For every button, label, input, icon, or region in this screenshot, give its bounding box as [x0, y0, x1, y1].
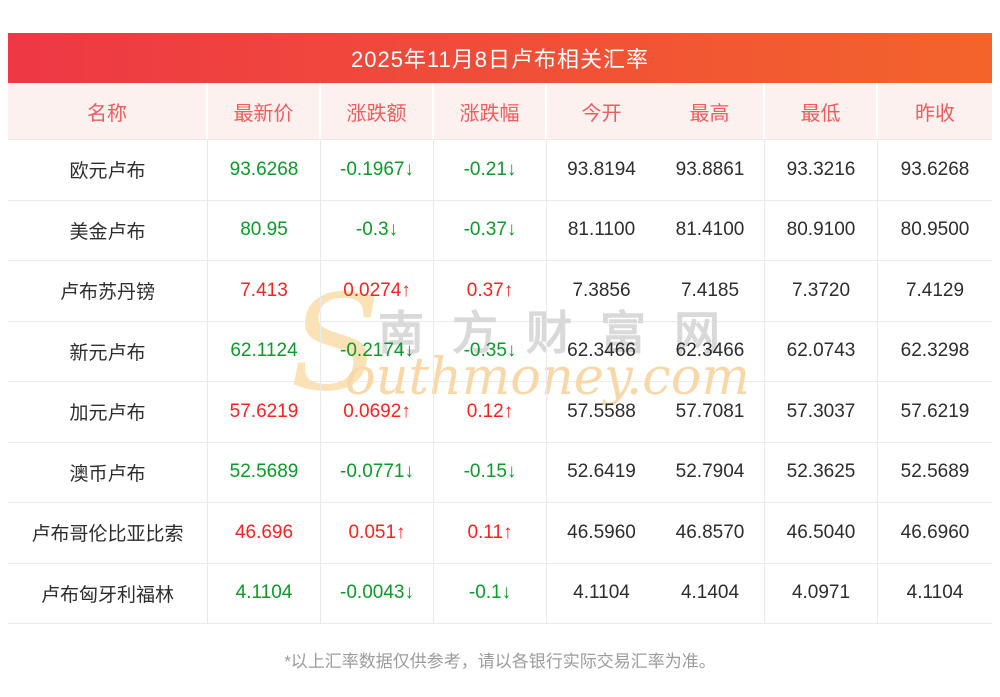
table-row: 美金卢布 80.95 -0.3↓ -0.37↓ 81.1100 81.4100 80.910…	[8, 200, 992, 261]
cell-open: 7.3856	[572, 279, 631, 301]
cell-open: 81.1100	[567, 219, 636, 241]
disclaimer-footnote: *以上汇率数据仅供参考，请以各银行实际交易汇率为准。	[284, 652, 716, 671]
cell-open: 93.8194	[567, 158, 636, 180]
table-row: 澳币卢布 52.5689 -0.0771↓ -0.15↓ 52.6419 52.7904 5…	[8, 442, 992, 503]
cell-change: -0.3↓	[321, 200, 434, 260]
table-row: 新元卢布 62.1124 -0.2174↓ -0.35↓ 62.3466 62.3466 6…	[8, 321, 992, 382]
cell-open: 52.6419	[567, 461, 636, 483]
column-header-change-amount: 涨跌额	[321, 83, 434, 139]
cell-change: -0.2174↓	[321, 321, 434, 381]
cell-change: 0.051↑	[321, 503, 434, 563]
cell-prev-close: 57.6219	[900, 400, 970, 422]
cell-change-pct: 0.12↑	[434, 382, 547, 442]
cell-name: 卢布匈牙利福林	[8, 563, 208, 623]
table-row: 卢布匈牙利福林 4.1104 -0.0043↓ -0.1↓ 4.1104 4.1404 4.…	[8, 563, 992, 624]
cell-low: 4.0971	[765, 563, 878, 623]
cell-low: 93.3216	[765, 140, 878, 200]
cell-high: 4.1404	[656, 563, 765, 623]
cell-change-pct: -0.21↓	[434, 140, 547, 200]
cell-open: 4.1104	[573, 582, 630, 604]
cell-high: 57.7081	[656, 382, 765, 442]
cell-low: 62.0743	[765, 321, 878, 381]
cell-high: 93.8861	[656, 140, 765, 200]
cell-change-pct: 0.37↑	[434, 261, 547, 321]
column-header-low: 最低	[765, 83, 878, 139]
cell-prev-close: 80.9500	[900, 219, 970, 241]
cell-high: 46.8570	[656, 503, 765, 563]
cell-prev-close: 62.3298	[900, 340, 970, 362]
cell-open: 46.5960	[567, 521, 636, 543]
cell-prev-close: 52.5689	[900, 461, 970, 483]
column-header-today-open: 今开	[547, 83, 656, 139]
cell-change: -0.0043↓	[321, 563, 434, 623]
cell-change: 0.0692↑	[321, 382, 434, 442]
cell-low: 80.9100	[765, 200, 878, 260]
column-header-prev-close: 昨收	[878, 83, 992, 139]
cell-high: 62.3466	[656, 321, 765, 381]
cell-latest: 52.5689	[208, 442, 321, 502]
cell-name: 欧元卢布	[8, 140, 208, 200]
cell-change-pct: -0.35↓	[434, 321, 547, 381]
cell-prev-close: 4.1104	[906, 582, 964, 604]
cell-name: 美金卢布	[8, 200, 208, 260]
cell-name: 加元卢布	[8, 382, 208, 442]
table-row: 加元卢布 57.6219 0.0692↑ 0.12↑ 57.5588 57.7081 57.…	[8, 382, 992, 443]
table-title-bar: 2025年11月8日卢布相关汇率	[8, 33, 992, 83]
cell-prev-close: 46.6960	[900, 521, 970, 543]
cell-low: 57.3037	[765, 382, 878, 442]
table-row: 卢布哥伦比亚比索 46.696 0.051↑ 0.11↑ 46.5960 46.8570 4…	[8, 503, 992, 564]
cell-latest: 57.6219	[208, 382, 321, 442]
table-row: 欧元卢布 93.6268 -0.1967↓ -0.21↓ 93.8194 93.8861 9…	[8, 140, 992, 201]
cell-latest: 62.1124	[208, 321, 321, 381]
cell-name: 新元卢布	[8, 321, 208, 381]
table-body: 欧元卢布 93.6268 -0.1967↓ -0.21↓ 93.8194 93.8861 9…	[8, 140, 992, 624]
column-header-high: 最高	[656, 83, 765, 139]
cell-high: 52.7904	[656, 442, 765, 502]
cell-prev-close: 7.4129	[905, 279, 965, 301]
column-header-change-percent: 涨跌幅	[434, 83, 547, 139]
cell-open: 62.3466	[567, 340, 636, 362]
cell-change-pct: -0.15↓	[434, 442, 547, 502]
table-header-row: 名称 最新价 涨跌额 涨跌幅 今开 最高 最低 昨收	[8, 83, 992, 140]
cell-name: 卢布苏丹镑	[8, 261, 208, 321]
cell-latest: 80.95	[208, 200, 321, 260]
cell-latest: 46.696	[208, 503, 321, 563]
cell-change: -0.0771↓	[321, 442, 434, 502]
cell-change: 0.0274↑	[321, 261, 434, 321]
cell-change-pct: -0.1↓	[434, 563, 547, 623]
cell-latest: 93.6268	[208, 140, 321, 200]
cell-change: -0.1967↓	[321, 140, 434, 200]
cell-prev-close: 93.6268	[900, 158, 970, 180]
cell-high: 7.4185	[656, 261, 765, 321]
cell-high: 81.4100	[656, 200, 765, 260]
page-title: 2025年11月8日卢布相关汇率	[350, 47, 649, 72]
cell-name: 澳币卢布	[8, 442, 208, 502]
cell-open: 57.5588	[567, 400, 636, 422]
cell-low: 46.5040	[765, 503, 878, 563]
column-header-latest-price: 最新价	[208, 83, 321, 139]
cell-low: 7.3720	[765, 261, 878, 321]
cell-change-pct: -0.37↓	[434, 200, 547, 260]
cell-latest: 4.1104	[208, 563, 321, 623]
table-row: 卢布苏丹镑 7.413 0.0274↑ 0.37↑ 7.3856 7.4185 7.3720…	[8, 261, 992, 322]
cell-low: 52.3625	[765, 442, 878, 502]
cell-name: 卢布哥伦比亚比索	[8, 503, 208, 563]
column-header-name: 名称	[8, 83, 208, 139]
cell-change-pct: 0.11↑	[434, 503, 547, 563]
cell-latest: 7.413	[208, 261, 321, 321]
